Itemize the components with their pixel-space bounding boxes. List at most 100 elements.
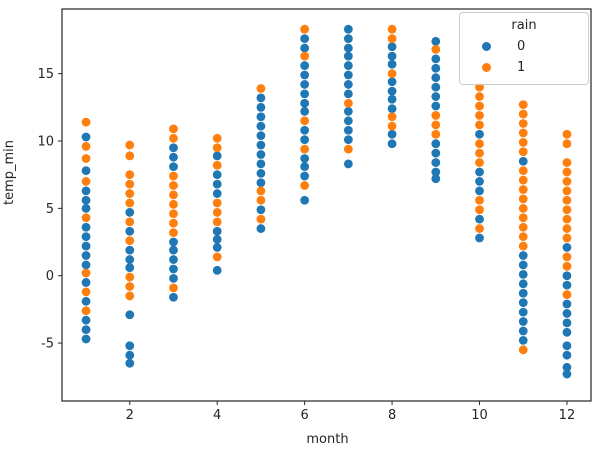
- data-point: [212, 189, 222, 198]
- data-point: [562, 195, 572, 205]
- data-point: [256, 186, 266, 196]
- data-point: [518, 100, 528, 110]
- data-point: [81, 186, 91, 196]
- data-point: [518, 156, 528, 166]
- data-point: [562, 290, 572, 299]
- data-point: [125, 198, 135, 208]
- data-point: [212, 252, 222, 262]
- data-point: [562, 369, 572, 379]
- data-point: [562, 177, 572, 186]
- data-point: [256, 224, 266, 233]
- x-axis-label: month: [0, 432, 600, 447]
- data-point: [562, 261, 572, 271]
- data-point: [475, 177, 484, 186]
- data-point: [169, 199, 178, 209]
- data-point: [300, 144, 310, 154]
- data-point: [300, 80, 310, 89]
- data-point: [125, 208, 135, 217]
- data-point: [562, 243, 572, 252]
- data-point: [125, 217, 135, 227]
- data-point: [300, 34, 310, 44]
- data-point: [562, 205, 572, 215]
- data-point: [300, 89, 310, 99]
- data-point: [125, 151, 135, 161]
- data-point: [212, 170, 222, 180]
- data-point: [125, 272, 135, 282]
- data-point: [475, 214, 484, 224]
- data-point: [518, 203, 528, 213]
- data-point: [475, 92, 484, 101]
- data-point: [562, 233, 572, 243]
- data-point: [562, 318, 572, 328]
- data-point: [300, 116, 310, 126]
- data-point: [81, 177, 91, 186]
- data-point: [562, 341, 572, 351]
- data-point: [125, 170, 135, 180]
- data-point: [125, 341, 135, 351]
- data-point: [343, 70, 353, 80]
- data-point: [81, 296, 91, 306]
- data-point: [125, 358, 135, 368]
- data-point: [343, 135, 353, 145]
- data-point: [343, 98, 353, 108]
- data-point: [300, 70, 310, 80]
- data-point: [562, 327, 572, 337]
- data-point: [475, 167, 484, 177]
- data-point: [212, 133, 222, 143]
- data-point: [431, 101, 441, 111]
- data-point: [81, 306, 91, 316]
- data-point: [475, 224, 484, 233]
- data-point: [300, 171, 310, 181]
- data-point: [169, 209, 178, 219]
- data-point: [256, 159, 266, 169]
- data-point: [169, 274, 178, 283]
- data-point: [125, 245, 135, 255]
- data-point: [518, 307, 528, 317]
- legend-entry-rain-0: 0: [470, 36, 578, 57]
- data-point: [562, 214, 572, 224]
- y-tick-label: 15: [37, 67, 54, 82]
- data-point: [256, 84, 266, 93]
- data-point: [387, 112, 397, 122]
- data-point: [387, 34, 397, 44]
- data-point: [300, 162, 310, 172]
- data-point: [518, 326, 528, 336]
- axes-box: [61, 8, 592, 402]
- data-point: [431, 120, 441, 130]
- data-point: [169, 190, 178, 200]
- data-point: [431, 36, 441, 46]
- data-point: [518, 147, 528, 157]
- data-point: [431, 167, 441, 177]
- data-point: [562, 350, 572, 360]
- data-point: [518, 175, 528, 185]
- legend-marker-rain-1-icon: [482, 63, 491, 72]
- data-point: [518, 109, 528, 119]
- data-point: [431, 82, 441, 92]
- data-point: [562, 309, 572, 318]
- data-point: [562, 129, 572, 139]
- data-point: [518, 166, 528, 176]
- rain-1-points: [81, 24, 572, 355]
- data-point: [81, 260, 91, 270]
- data-point: [431, 54, 441, 64]
- x-axis-label-text: month: [306, 432, 349, 447]
- data-point: [169, 255, 178, 264]
- data-point: [212, 179, 222, 189]
- data-point: [518, 269, 528, 279]
- data-point: [81, 142, 91, 151]
- legend-title: rain: [511, 18, 537, 33]
- data-point: [125, 282, 135, 291]
- legend-label-rain-1: 1: [517, 60, 526, 75]
- data-point: [300, 195, 310, 205]
- data-point: [387, 69, 397, 79]
- x-tick-label: 8: [388, 408, 396, 423]
- data-point: [81, 278, 91, 287]
- data-point: [387, 104, 397, 114]
- data-point: [300, 98, 310, 108]
- data-point: [256, 121, 266, 131]
- data-point: [212, 151, 222, 161]
- data-point: [81, 334, 91, 344]
- data-point: [387, 139, 397, 149]
- x-tick-label: 4: [213, 408, 221, 423]
- y-tick-label: 5: [46, 202, 54, 217]
